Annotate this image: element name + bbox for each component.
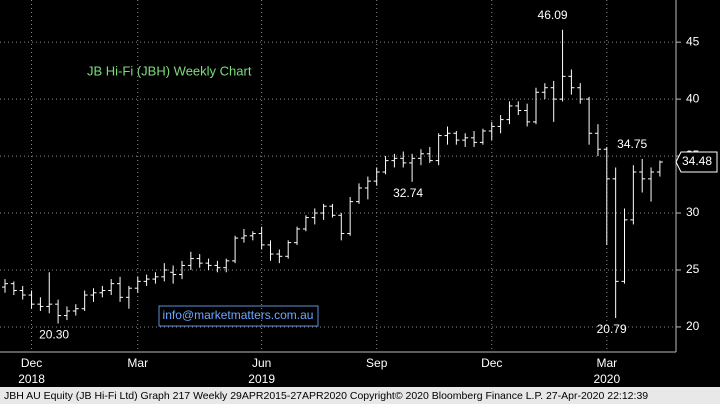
x-tick-label: Jun <box>252 356 271 370</box>
y-tick-label: 40 <box>686 91 700 105</box>
x-year-label: 2020 <box>593 372 620 386</box>
high-label: 46.09 <box>538 8 568 22</box>
x-tick-label: Mar <box>127 356 148 370</box>
high-label: 34.75 <box>617 137 647 151</box>
last-price-label: 34.48 <box>682 154 712 168</box>
x-tick-label: Dec <box>481 356 502 370</box>
chart-title: JB Hi-Fi (JBH) Weekly Chart <box>87 63 252 78</box>
y-tick-label: 45 <box>686 34 700 48</box>
y-tick-label: 25 <box>686 262 700 276</box>
x-tick-label: Mar <box>596 356 617 370</box>
low-label: 20.79 <box>597 322 627 336</box>
x-tick-label: Dec <box>21 356 42 370</box>
x-year-label: 2019 <box>248 372 275 386</box>
watermark-box <box>158 305 319 327</box>
x-tick-label: Sep <box>366 356 388 370</box>
watermark: info@marketmatters.com.au <box>163 308 314 322</box>
footer-bar <box>0 387 720 404</box>
x-year-label: 2018 <box>18 372 45 386</box>
low-label: 32.74 <box>393 186 423 200</box>
y-tick-label: 20 <box>686 319 700 333</box>
footer-text: JBH AU Equity (JB Hi-Fi Ltd) Graph 217 W… <box>4 390 648 402</box>
low-label: 20.30 <box>39 328 69 342</box>
last-price-box <box>675 151 718 173</box>
y-tick-label: 30 <box>686 205 700 219</box>
